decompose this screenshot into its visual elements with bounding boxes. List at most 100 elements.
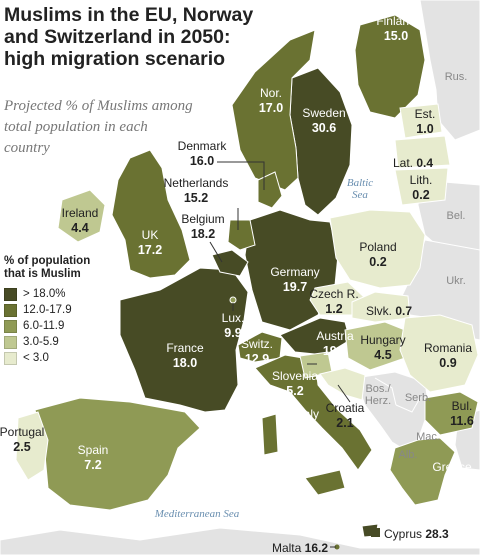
legend-item: < 3.0 <box>4 350 114 366</box>
non-eu-label-bos-herz-1: Herz. <box>365 395 391 407</box>
country-value-nor: 17.0 <box>259 101 283 115</box>
country-name-est: Est. <box>415 107 436 121</box>
country-value-lux: 9.9 <box>224 326 241 340</box>
country-value-denmark: 16.0 <box>190 154 214 168</box>
country-name-ireland: Ireland <box>62 206 99 220</box>
country-value-spain: 7.2 <box>84 458 101 472</box>
country-name-romania: Romania <box>424 341 472 355</box>
legend-swatch <box>4 319 17 333</box>
legend-label: 3.0-5.9 <box>23 336 59 348</box>
legend-swatch-cyprus <box>371 528 380 537</box>
chart-subtitle: Projected % of Muslims among total popul… <box>4 98 193 156</box>
country-name-spain: Spain <box>78 443 109 457</box>
country-name-hungary: Hungary <box>360 333 405 347</box>
country-value-austria: 19.9 <box>323 344 347 358</box>
country-name-sweden: Sweden <box>302 106 345 120</box>
legend-label: 6.0-11.9 <box>23 320 65 332</box>
region-estonia <box>399 103 443 139</box>
sea-label-baltic-sea-1: Sea <box>352 189 368 201</box>
country-name-italy: Italy <box>297 407 319 421</box>
legend-swatch <box>4 303 17 317</box>
country-label-cyprus: Cyprus 28.3 <box>384 527 449 541</box>
country-name-france: France <box>166 341 204 355</box>
leader-lines <box>209 161 351 548</box>
country-value-switz: 12.9 <box>245 352 269 366</box>
legend-label: < 3.0 <box>23 352 49 364</box>
region-greece <box>389 437 456 506</box>
sea-label-baltic-sea-0: Baltic <box>347 177 373 189</box>
legend-item: 3.0-5.9 <box>4 334 114 350</box>
region-netherlands <box>227 219 256 251</box>
country-name-uk: UK <box>142 228 159 242</box>
region-romania <box>399 314 479 393</box>
balkan-borders <box>374 377 421 413</box>
non-eu-label-alb: Alb. <box>399 449 418 461</box>
country-value-netherlands: 15.2 <box>184 191 208 205</box>
legend-label: 12.0-17.9 <box>23 304 72 316</box>
legend: % of population that is Muslim > 18.0% 1… <box>4 255 114 366</box>
country-value-bul: 11.6 <box>450 414 474 428</box>
country-value-czech-r: 1.2 <box>325 302 342 316</box>
region-ireland <box>57 189 106 243</box>
non-eu-label-serb: Serb. <box>405 392 431 404</box>
region-bulgaria <box>424 391 479 436</box>
region-luxembourg <box>229 296 237 304</box>
country-name-netherlands: Netherlands <box>164 176 229 190</box>
country-value-hungary: 4.5 <box>374 348 391 362</box>
country-name-austria: Austria <box>316 329 354 343</box>
region-sardinia <box>261 413 279 456</box>
country-name-czech-r: Czech R. <box>309 287 358 301</box>
region-belgium <box>211 249 249 277</box>
country-name-finland: Finland <box>376 14 415 28</box>
country-label-malta: Malta 16.2 <box>272 541 328 555</box>
country-name-croatia: Croatia <box>326 401 365 415</box>
country-name-denmark: Denmark <box>178 139 228 153</box>
country-value-lith: 0.2 <box>412 188 429 202</box>
region-malta <box>334 544 340 550</box>
country-value-italy: 14.1 <box>296 422 320 436</box>
legend-item: 12.0-17.9 <box>4 302 114 318</box>
country-name-poland: Poland <box>359 240 396 254</box>
country-name-nor: Nor. <box>260 86 282 100</box>
country-label-lat: Lat. 0.4 <box>393 156 433 170</box>
country-name-bul: Bul. <box>452 399 473 413</box>
region-norway <box>231 29 316 191</box>
legend-label: > 18.0% <box>23 288 66 300</box>
region-uk <box>111 149 191 279</box>
country-name-lith: Lith. <box>410 173 433 187</box>
country-label-slvk: Slvk. 0.7 <box>366 304 412 318</box>
leader-denmark <box>217 161 265 190</box>
country-value-romania: 0.9 <box>439 356 456 370</box>
region-poland <box>329 209 426 289</box>
country-value-poland: 0.2 <box>369 255 386 269</box>
legend-swatch <box>4 287 17 301</box>
region-finland <box>354 14 426 119</box>
region-portugal <box>15 411 49 481</box>
region-croatia <box>319 367 366 401</box>
leader-croatia <box>337 384 351 403</box>
legend-swatch <box>4 335 17 349</box>
country-value-croatia: 2.1 <box>336 416 353 430</box>
region-sicily <box>304 469 346 496</box>
country-name-lux: Lux. <box>222 311 245 325</box>
country-value-ireland: 4.4 <box>71 221 88 235</box>
country-value-sweden: 30.6 <box>312 121 336 135</box>
land-north-africa <box>0 527 480 555</box>
country-value-slovenia: 5.2 <box>286 384 303 398</box>
legend-item: 6.0-11.9 <box>4 318 114 334</box>
country-value-portugal: 2.5 <box>13 440 30 454</box>
legend-item: > 18.0% <box>4 286 114 302</box>
country-name-slovenia: Slovenia <box>272 369 318 383</box>
legend-swatch <box>4 351 17 365</box>
country-value-belgium: 18.2 <box>191 227 215 241</box>
chart-title: Muslims in the EU, Norway and Switzerlan… <box>4 4 254 70</box>
country-value-est: 1.0 <box>416 122 433 136</box>
country-value-finland: 15.0 <box>384 29 408 43</box>
non-eu-label-bel: Bel. <box>447 210 466 222</box>
country-name-greece: Greece <box>432 460 472 474</box>
country-name-portugal: Portugal <box>0 425 44 439</box>
leader-belgium <box>209 241 223 263</box>
